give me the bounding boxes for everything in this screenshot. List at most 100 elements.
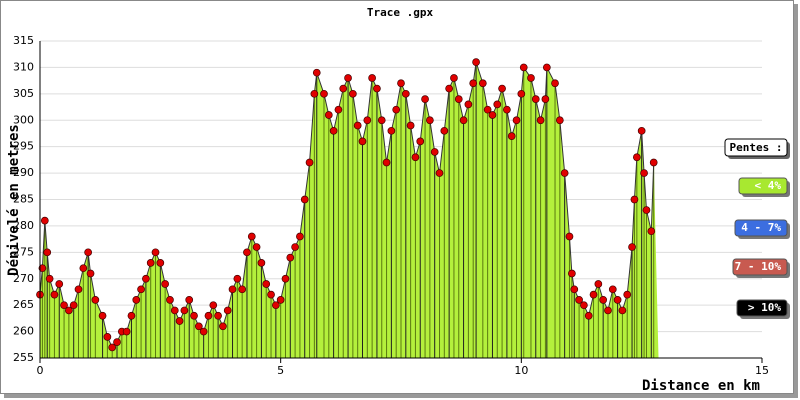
point [488, 111, 497, 119]
point [382, 158, 391, 167]
point [472, 58, 480, 66]
point [623, 290, 632, 299]
point [194, 322, 203, 331]
point [43, 248, 52, 257]
point [84, 248, 92, 257]
point [247, 232, 256, 241]
y-axis-label: Dénivelé en metres [6, 124, 22, 276]
point [79, 264, 88, 273]
point [435, 169, 444, 177]
point [353, 121, 362, 130]
y-tick-label: 265 [13, 298, 34, 311]
chart-title: Trace .gpx [367, 6, 434, 19]
point [531, 95, 540, 103]
point [541, 95, 550, 103]
y-tick-label: 270 [13, 272, 34, 285]
point [387, 126, 396, 135]
point [238, 285, 247, 294]
point [257, 259, 266, 267]
point [291, 243, 299, 251]
y-tick-label: 315 [13, 34, 34, 47]
point [440, 126, 449, 135]
point [204, 311, 213, 320]
point [339, 84, 348, 93]
point [156, 259, 165, 267]
y-tick-label: 290 [13, 166, 34, 179]
legend-label: 4 - 7% [741, 221, 781, 234]
point [312, 68, 321, 77]
point [305, 158, 314, 167]
legend-label: 7 - 10% [735, 260, 782, 273]
point [507, 132, 516, 140]
point [281, 274, 290, 283]
point [454, 95, 463, 103]
point [555, 116, 564, 125]
point [38, 264, 47, 273]
point [50, 290, 59, 299]
point [498, 84, 506, 93]
point [608, 285, 617, 294]
point [377, 116, 386, 125]
point [180, 306, 189, 315]
legend-swatch [738, 177, 788, 195]
point [363, 116, 372, 125]
point [86, 269, 95, 278]
point [329, 126, 338, 135]
point [445, 84, 453, 93]
point [478, 79, 487, 88]
point [98, 311, 107, 320]
y-tick-label: 310 [13, 60, 34, 73]
point [214, 311, 222, 320]
point [519, 63, 528, 72]
y-tick-label: 260 [13, 325, 34, 338]
point [219, 322, 227, 331]
point [103, 333, 112, 341]
point [584, 311, 593, 320]
point [630, 195, 639, 204]
legend-label: < 4% [755, 179, 782, 192]
point [267, 290, 275, 299]
point [647, 227, 656, 236]
point [580, 301, 588, 310]
y-tick-label: 255 [13, 351, 34, 364]
point [310, 89, 319, 98]
point [185, 296, 194, 304]
point [618, 306, 627, 315]
point [69, 301, 78, 310]
point [228, 285, 237, 294]
point [570, 285, 579, 294]
point [512, 116, 521, 125]
point [161, 280, 169, 288]
point [349, 89, 357, 98]
point [551, 79, 559, 88]
point [503, 105, 511, 114]
point [45, 274, 54, 283]
legend-title-box [724, 138, 788, 157]
point [146, 259, 155, 267]
point [493, 100, 502, 109]
point [358, 137, 367, 146]
point [416, 137, 425, 146]
point [613, 296, 622, 304]
point [397, 79, 405, 88]
point [74, 285, 83, 294]
point [517, 89, 526, 98]
point [392, 105, 401, 114]
point [344, 74, 352, 82]
y-tick-label: 305 [13, 87, 34, 100]
point [243, 248, 251, 257]
point [40, 216, 49, 225]
point [127, 311, 136, 320]
point [421, 95, 429, 103]
point [286, 253, 295, 262]
point [122, 327, 131, 336]
point [276, 296, 285, 304]
legend-swatch [736, 299, 788, 317]
point [166, 296, 174, 304]
point [527, 74, 535, 82]
legend-label: > 10% [748, 301, 781, 314]
x-tick-label: 0 [37, 364, 44, 377]
point [324, 111, 333, 119]
point [252, 243, 261, 251]
area [40, 62, 659, 359]
